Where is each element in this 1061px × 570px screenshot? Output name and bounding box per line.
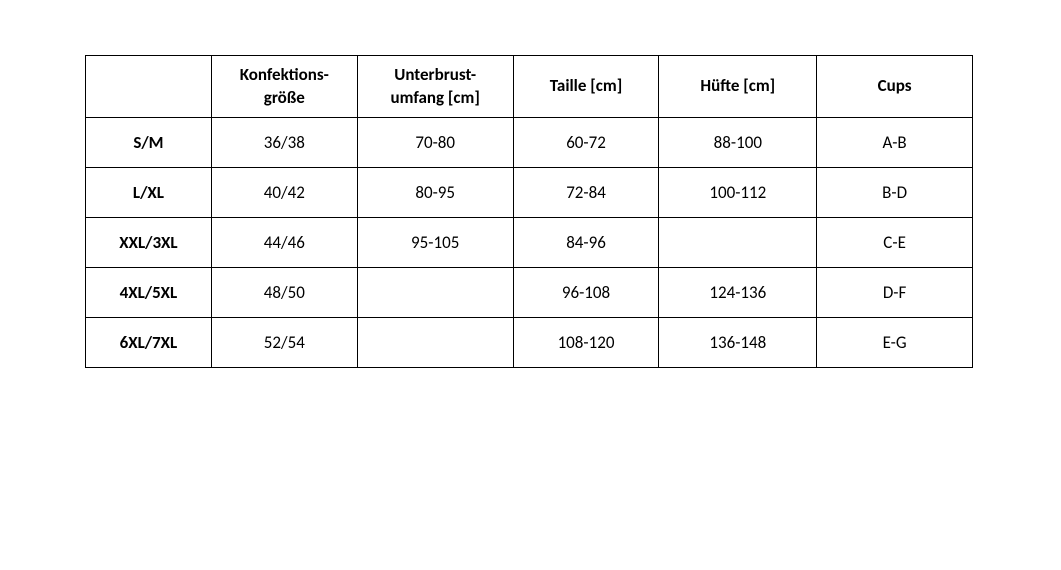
row-label: 4XL/5XL bbox=[86, 268, 212, 318]
table-row: L/XL 40/42 80-95 72-84 100-112 B-D bbox=[86, 168, 973, 218]
header-konfektionsgroesse: Konfektions- größe bbox=[211, 56, 357, 118]
row-label: S/M bbox=[86, 118, 212, 168]
cell-cups: E-G bbox=[817, 318, 973, 368]
cell-cups: B-D bbox=[817, 168, 973, 218]
cell-taille: 72-84 bbox=[513, 168, 659, 218]
cell-konf: 44/46 bbox=[211, 218, 357, 268]
header-taille: Taille [cm] bbox=[513, 56, 659, 118]
cell-huefte: 136-148 bbox=[659, 318, 817, 368]
cell-taille: 96-108 bbox=[513, 268, 659, 318]
header-line2: umfang [cm] bbox=[391, 87, 480, 108]
cell-huefte: 124-136 bbox=[659, 268, 817, 318]
cell-cups: D-F bbox=[817, 268, 973, 318]
table-row: 6XL/7XL 52/54 108-120 136-148 E-G bbox=[86, 318, 973, 368]
header-line1: Konfektions- bbox=[240, 64, 329, 85]
header-line1: Unterbrust- bbox=[394, 64, 476, 85]
header-line2: größe bbox=[264, 87, 305, 108]
header-row: Konfektions- größe Unterbrust- umfang [c… bbox=[86, 56, 973, 118]
row-label: 6XL/7XL bbox=[86, 318, 212, 368]
header-cups: Cups bbox=[817, 56, 973, 118]
row-label: XXL/3XL bbox=[86, 218, 212, 268]
cell-konf: 52/54 bbox=[211, 318, 357, 368]
cell-huefte: 100-112 bbox=[659, 168, 817, 218]
row-label: L/XL bbox=[86, 168, 212, 218]
header-huefte: Hüfte [cm] bbox=[659, 56, 817, 118]
cell-konf: 36/38 bbox=[211, 118, 357, 168]
cell-cups: C-E bbox=[817, 218, 973, 268]
header-blank bbox=[86, 56, 212, 118]
cell-taille: 60-72 bbox=[513, 118, 659, 168]
table-row: XXL/3XL 44/46 95-105 84-96 C-E bbox=[86, 218, 973, 268]
cell-taille: 84-96 bbox=[513, 218, 659, 268]
cell-ub: 70-80 bbox=[357, 118, 513, 168]
table-row: 4XL/5XL 48/50 96-108 124-136 D-F bbox=[86, 268, 973, 318]
cell-konf: 40/42 bbox=[211, 168, 357, 218]
cell-ub bbox=[357, 318, 513, 368]
cell-huefte: 88-100 bbox=[659, 118, 817, 168]
cell-konf: 48/50 bbox=[211, 268, 357, 318]
size-chart-table: Konfektions- größe Unterbrust- umfang [c… bbox=[85, 55, 973, 368]
cell-cups: A-B bbox=[817, 118, 973, 168]
cell-taille: 108-120 bbox=[513, 318, 659, 368]
table-row: S/M 36/38 70-80 60-72 88-100 A-B bbox=[86, 118, 973, 168]
cell-ub: 80-95 bbox=[357, 168, 513, 218]
cell-ub bbox=[357, 268, 513, 318]
header-unterbrustumfang: Unterbrust- umfang [cm] bbox=[357, 56, 513, 118]
cell-huefte bbox=[659, 218, 817, 268]
cell-ub: 95-105 bbox=[357, 218, 513, 268]
